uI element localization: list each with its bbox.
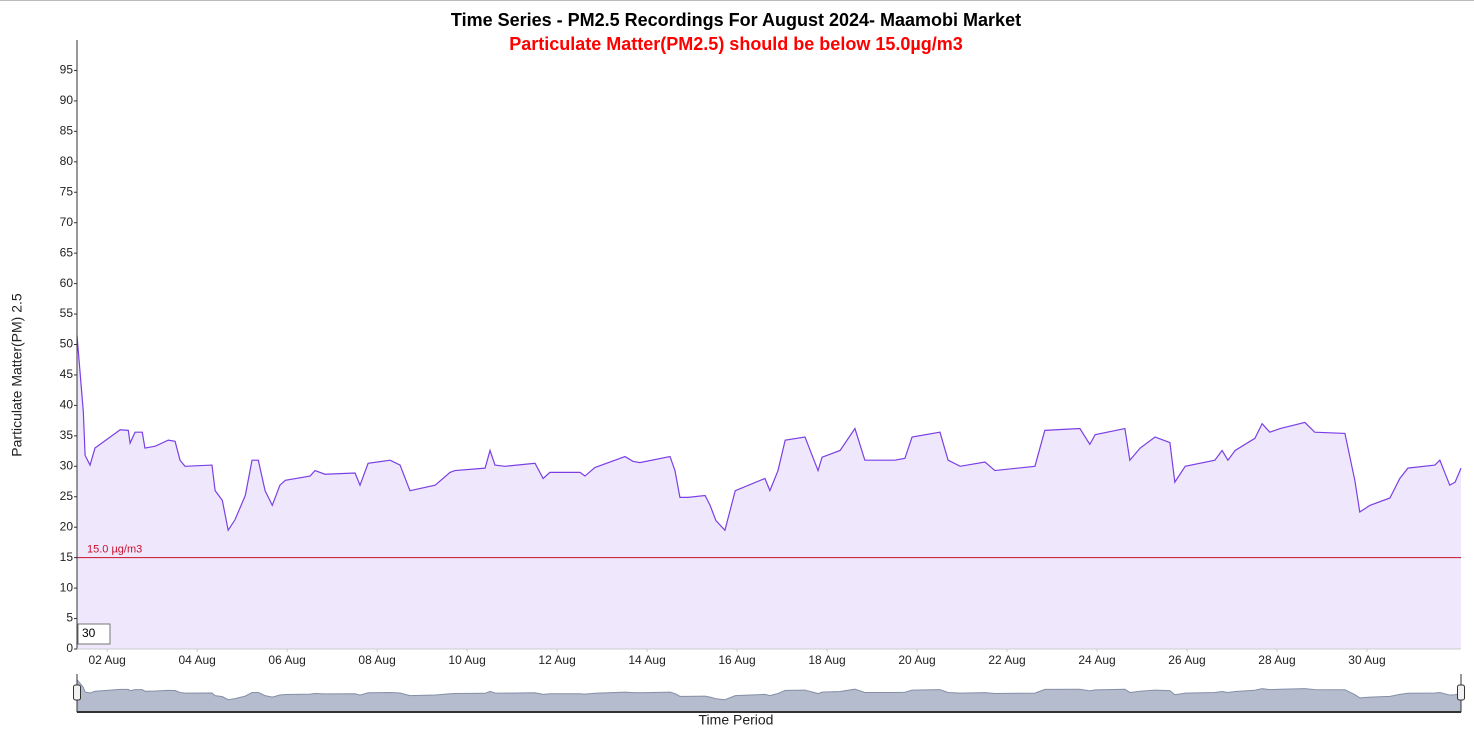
series-line: [76, 335, 1462, 532]
y-tick-label: 25: [60, 489, 74, 503]
y-tick-label: 40: [60, 398, 74, 412]
x-tick-label: 14 Aug: [628, 653, 665, 667]
y-tick-label: 20: [60, 519, 74, 533]
range-input-box[interactable]: [77, 623, 111, 645]
x-tick-label: 08 Aug: [358, 653, 395, 667]
y-tick-label: 70: [60, 215, 74, 229]
y-tick-label: 85: [60, 124, 74, 138]
y-tick-label: 30: [60, 458, 74, 472]
x-tick-label: 04 Aug: [178, 653, 215, 667]
range-handle[interactable]: [1457, 684, 1465, 701]
x-tick-label: 22 Aug: [988, 653, 1025, 667]
y-tick-label: 75: [60, 184, 74, 198]
y-tick-label: 35: [60, 428, 74, 442]
x-tick-label: 10 Aug: [448, 653, 485, 667]
x-tick-label: 24 Aug: [1078, 653, 1115, 667]
range-slider-area: [76, 678, 1462, 713]
y-tick-label: 55: [60, 306, 74, 320]
x-axis-label: Time Period: [699, 712, 774, 728]
x-tick-label: 28 Aug: [1258, 653, 1295, 667]
y-tick-label: 50: [60, 337, 74, 351]
x-tick-label: 20 Aug: [898, 653, 935, 667]
x-tick-label: 30 Aug: [1348, 653, 1385, 667]
y-tick-label: 15: [60, 550, 74, 564]
chart-title: Time Series - PM2.5 Recordings For Augus…: [451, 10, 1021, 30]
y-tick-label: 60: [60, 276, 74, 290]
x-tick-label: 02 Aug: [88, 653, 125, 667]
x-tick-label: 18 Aug: [808, 653, 845, 667]
x-tick-label: 26 Aug: [1168, 653, 1205, 667]
y-tick-label: 90: [60, 93, 74, 107]
chart-subtitle: Particulate Matter(PM2.5) should be belo…: [509, 34, 962, 54]
y-tick-label: 95: [60, 63, 74, 77]
range-input-value[interactable]: 30: [82, 626, 96, 640]
y-tick-label: 45: [60, 367, 74, 381]
x-tick-label: 12 Aug: [538, 653, 575, 667]
threshold-label: 15.0 µg/m3: [87, 544, 142, 556]
area-fill: [77, 335, 1461, 649]
x-tick-label: 16 Aug: [718, 653, 755, 667]
y-tick-label: 10: [60, 580, 74, 594]
range-handle[interactable]: [73, 684, 81, 701]
y-tick-label: 0: [66, 641, 73, 655]
y-axis-label: Particulate Matter(PM) 2.5: [9, 293, 25, 457]
x-tick-label: 06 Aug: [268, 653, 305, 667]
y-tick-label: 5: [66, 611, 73, 625]
y-tick-label: 80: [60, 154, 74, 168]
y-tick-label: 65: [60, 245, 74, 259]
